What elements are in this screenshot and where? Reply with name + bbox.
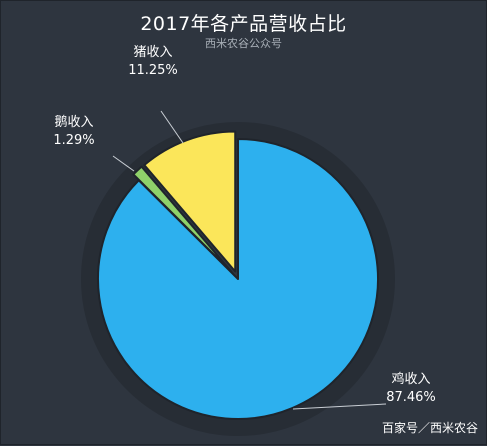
chart-title: 2017年各产品营收占比 bbox=[140, 13, 347, 35]
pie-slices bbox=[97, 130, 379, 420]
pie-slice-0[interactable] bbox=[97, 138, 379, 420]
slice-value-0: 87.46% bbox=[386, 390, 436, 405]
pie-slice-2[interactable] bbox=[143, 130, 237, 273]
slice-label-2: 猪收入 bbox=[133, 45, 172, 60]
slice-value-2: 11.25% bbox=[128, 63, 178, 78]
decorative-ring bbox=[81, 122, 395, 436]
background-ring bbox=[81, 122, 395, 436]
slice-labels: 鸡收入 87.46% 鹅收入 1.29% 猪收入 11.25% bbox=[53, 45, 436, 410]
leader-line-2 bbox=[160, 110, 184, 144]
leader-line-0 bbox=[292, 403, 387, 410]
chart-subtitle: 西米农谷公众号 bbox=[205, 37, 282, 50]
pie-slice-1[interactable] bbox=[132, 165, 234, 275]
leader-line-1 bbox=[112, 155, 135, 172]
slice-value-1: 1.29% bbox=[53, 133, 94, 148]
slice-label-1: 鹅收入 bbox=[54, 114, 93, 130]
watermark: 百家号／西米农谷 bbox=[381, 421, 478, 435]
slice-label-0: 鸡收入 bbox=[391, 371, 430, 387]
